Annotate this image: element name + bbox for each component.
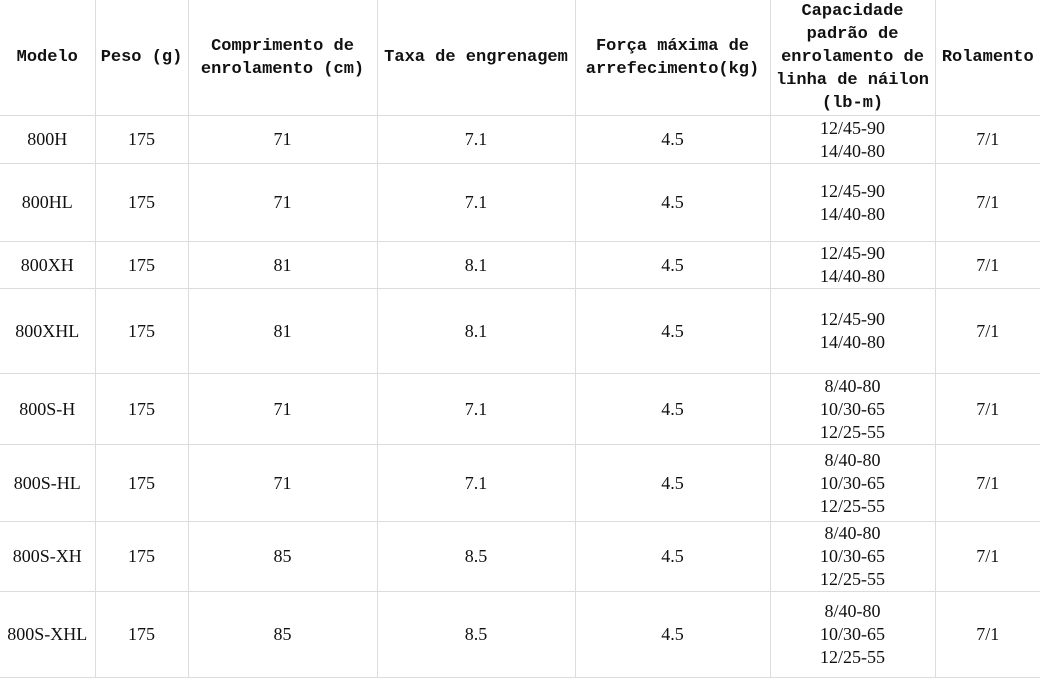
column-header: Modelo [0,0,96,116]
table-row: 800HL 175 71 7.1 4.5 12/45-90 14/40-80 7/1 [0,163,1040,242]
table-cell: 4.5 [574,521,771,592]
table-cell: 71 [187,163,378,242]
table-cell: 81 [187,241,378,289]
table-cell: 8/40-80 10/30-65 12/25-55 [769,444,936,522]
table-cell: 800XHL [0,288,96,374]
table-cell: 7.1 [376,444,576,522]
table-row: 800H 175 71 7.1 4.5 12/45-90 14/40-80 7/1 [0,115,1040,164]
table-cell: 7/1 [934,241,1040,289]
table-cell: 71 [187,444,378,522]
column-header: Peso (g) [94,0,189,116]
table-row: 800S-HL 175 71 7.1 4.5 8/40-80 10/30-65 12/25… [0,444,1040,522]
table-cell: 85 [187,591,378,678]
table-cell: 175 [94,163,189,242]
table-cell: 4.5 [574,591,771,678]
table-cell: 175 [94,288,189,374]
table-cell: 800HL [0,163,96,242]
column-header: Rolamento [934,0,1040,116]
table-cell: 8/40-80 10/30-65 12/25-55 [769,521,936,592]
table-cell: 4.5 [574,241,771,289]
table-cell: 8/40-80 10/30-65 12/25-55 [769,373,936,445]
table-cell: 7/1 [934,521,1040,592]
table-cell: 8/40-80 10/30-65 12/25-55 [769,591,936,678]
table-cell: 800S-XHL [0,591,96,678]
table-row: 800XHL 175 81 8.1 4.5 12/45-90 14/40-80 7/1 [0,288,1040,374]
table-row: 800S-XH 175 85 8.5 4.5 8/40-80 10/30-65 12/25… [0,521,1040,592]
table-cell: 8.1 [376,288,576,374]
table-cell: 81 [187,288,378,374]
table-cell: 7/1 [934,373,1040,445]
table-cell: 175 [94,591,189,678]
table-cell: 4.5 [574,163,771,242]
table-cell: 175 [94,115,189,164]
column-header: Comprimento de enrolamento (cm) [187,0,378,116]
table-cell: 12/45-90 14/40-80 [769,115,936,164]
table-cell: 800S-XH [0,521,96,592]
table-row: 800S-H 175 71 7.1 4.5 8/40-80 10/30-65 12/25-… [0,373,1040,445]
table-cell: 4.5 [574,444,771,522]
table-cell: 175 [94,373,189,445]
table-cell: 175 [94,444,189,522]
table-cell: 7/1 [934,444,1040,522]
table-cell: 7/1 [934,591,1040,678]
table-cell: 8.1 [376,241,576,289]
column-header: Capacidade padrão de enrolamento de linh… [769,0,936,116]
table-cell: 800S-H [0,373,96,445]
table-cell: 7.1 [376,115,576,164]
table-cell: 4.5 [574,288,771,374]
table-cell: 7.1 [376,373,576,445]
table-cell: 12/45-90 14/40-80 [769,241,936,289]
table-cell: 85 [187,521,378,592]
table-cell: 12/45-90 14/40-80 [769,163,936,242]
column-header: Taxa de engrenagem [376,0,576,116]
table-row: 800XH 175 81 8.1 4.5 12/45-90 14/40-80 7/1 [0,241,1040,289]
table-cell: 4.5 [574,115,771,164]
table-cell: 7.1 [376,163,576,242]
table-cell: 8.5 [376,521,576,592]
table-cell: 71 [187,115,378,164]
table-cell: 800XH [0,241,96,289]
table-cell: 7/1 [934,163,1040,242]
column-header: Força máxima de arrefecimento(kg) [574,0,771,116]
table-cell: 12/45-90 14/40-80 [769,288,936,374]
table-cell: 175 [94,241,189,289]
table-cell: 800S-HL [0,444,96,522]
table-cell: 7/1 [934,115,1040,164]
table-cell: 4.5 [574,373,771,445]
table-cell: 800H [0,115,96,164]
header-row: Modelo Peso (g) Comprimento de enrolamento… [0,0,1040,116]
table-cell: 8.5 [376,591,576,678]
table-cell: 7/1 [934,288,1040,374]
table-cell: 175 [94,521,189,592]
table-row: 800S-XHL 175 85 8.5 4.5 8/40-80 10/30-65 12/2… [0,591,1040,678]
table-cell: 71 [187,373,378,445]
